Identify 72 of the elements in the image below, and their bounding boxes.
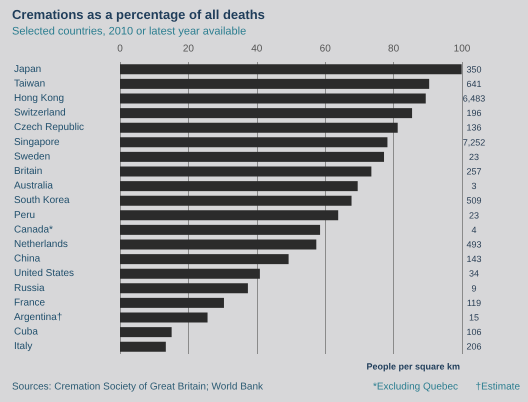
- text: People per square km: [366, 362, 460, 372]
- y-tick-label: Japan: [14, 64, 42, 75]
- y-tick-label: Russia: [14, 282, 46, 294]
- bar: [120, 166, 372, 176]
- chart-subtitle: Selected countries, 2010 or latest year available: [12, 26, 246, 38]
- y2-tick-label: 641: [466, 78, 482, 89]
- y2-tick-label: 23: [468, 152, 480, 162]
- y2-tick-label: 493: [466, 240, 482, 250]
- y2-tick-label: 34: [468, 268, 480, 279]
- y-tick-label: United States: [14, 268, 74, 280]
- bar: [120, 327, 172, 338]
- y-tick-label: Switzerland: [14, 108, 66, 119]
- y2-tick-label: 4: [471, 224, 477, 235]
- text: *Excluding Quebec: [372, 382, 458, 392]
- y2-tick-label: 257: [466, 166, 482, 176]
- bar: [120, 108, 412, 118]
- y2-tick-label: 23: [468, 210, 480, 220]
- bar: [120, 122, 398, 133]
- y-tick-label: Britain: [14, 166, 42, 177]
- y-tick-label: Argentina†: [14, 312, 62, 323]
- x-tick-label: 60: [320, 44, 332, 54]
- bar: [120, 64, 462, 74]
- y2-tick-label: 119: [466, 298, 482, 308]
- bar: [120, 196, 352, 206]
- y-tick-label: Peru: [14, 210, 36, 221]
- y-tick-label: Hong Kong: [14, 93, 64, 104]
- y-tick-label: Cuba: [14, 326, 38, 338]
- bar: [120, 342, 166, 352]
- bar: [120, 224, 320, 235]
- y2-tick-label: 3: [471, 181, 477, 192]
- bar: [120, 298, 224, 308]
- bar: [120, 283, 248, 294]
- y-tick-label: Czech Republic: [14, 122, 84, 134]
- y2-tick-label: 9: [471, 283, 477, 294]
- y2-tick-label: 7,252: [462, 137, 486, 148]
- bar: [120, 137, 388, 148]
- y-tick-label: Italy: [14, 341, 32, 352]
- text: †Estimate: [476, 382, 520, 392]
- bar: [120, 268, 260, 279]
- bar: [120, 254, 289, 264]
- x-tick-label: 40: [251, 44, 263, 54]
- y2-tick-label: 143: [466, 254, 482, 264]
- y2-tick-label: 196: [466, 108, 482, 118]
- y2-tick-label: 15: [468, 312, 480, 322]
- x-tick-label: 100: [454, 44, 471, 54]
- bar: [120, 152, 384, 162]
- y2-tick-label: 136: [466, 122, 482, 133]
- y2-tick-label: 350: [466, 64, 482, 74]
- bar: [120, 94, 426, 104]
- y-tick-label: Singapore: [14, 136, 60, 148]
- bar: [120, 210, 338, 220]
- x-tick-label: 0: [117, 44, 124, 54]
- y2-tick-label: 206: [466, 342, 482, 352]
- y-tick-label: France: [14, 297, 46, 308]
- y-tick-label: Netherlands: [14, 239, 68, 250]
- y-tick-label: South Korea: [14, 195, 70, 206]
- x-tick-label: 20: [182, 44, 194, 54]
- y2-tick-label: 509: [466, 196, 482, 206]
- y-tick-label: Taiwan: [14, 78, 46, 90]
- y-tick-label: Australia: [14, 180, 54, 192]
- bar: [120, 181, 358, 192]
- x-tick-label: 80: [388, 44, 400, 54]
- y-tick-label: Sweden: [14, 151, 50, 162]
- y2-tick-label: 6,483: [462, 94, 486, 104]
- source-note: Sources: Cremation Society of Great Britain; World Bank: [12, 382, 264, 392]
- y2-tick-label: 106: [466, 327, 482, 338]
- chart-title: Cremations as a percentage of all deaths: [12, 7, 265, 22]
- bar: [120, 312, 208, 322]
- bar: [120, 240, 316, 250]
- y-tick-label: China: [14, 254, 41, 265]
- y-tick-label: Canada*: [14, 224, 54, 236]
- bar: [120, 78, 430, 89]
